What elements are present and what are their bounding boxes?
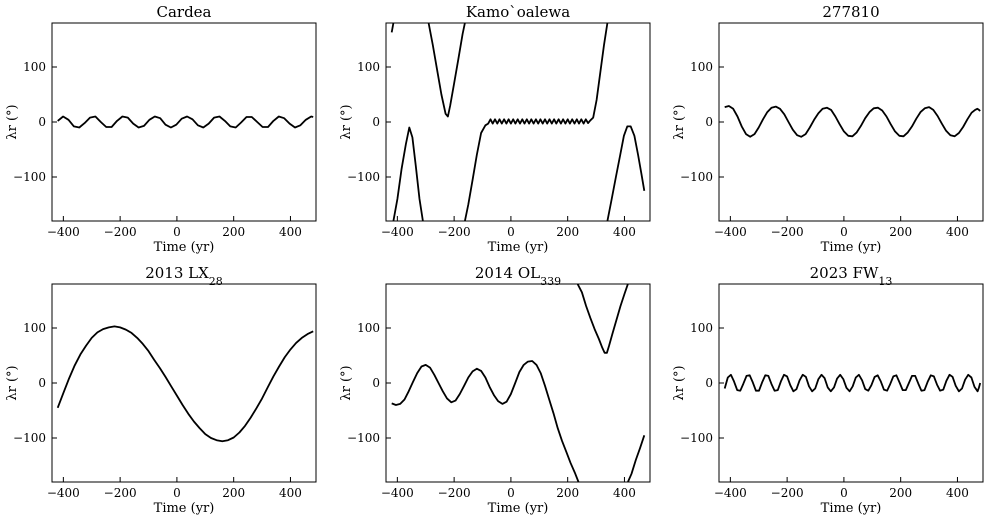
x-tick-label: −200 [104,486,137,500]
series-line-1 [390,23,395,33]
subplot-1: −400 −200 0 200 400 −100 0 100 Cardea Time (yr) λr… [5,3,317,255]
x-tick-label: 0 [507,225,515,239]
x-axis-label: Time (yr) [488,240,549,255]
y-axis-label: λr (°) [5,365,20,400]
x-axis-label: Time (yr) [154,501,215,516]
plot-frame [385,283,651,483]
x-tick-label: 0 [173,225,181,239]
series-line-2 [392,126,424,221]
series-line-3 [627,435,646,482]
x-tick-label: −200 [438,486,471,500]
y-tick-label: 0 [705,376,713,390]
x-tick-label: 200 [889,486,912,500]
x-tick-label: −400 [714,486,747,500]
x-tick-label: 0 [173,486,181,500]
x-axis-label: Time (yr) [821,501,882,516]
plot-frame [385,22,651,222]
x-tick-label: −400 [381,486,414,500]
chart-title: 2013 LX28 [145,264,223,288]
y-tick-label: −100 [680,431,713,445]
y-tick-label: 100 [23,60,46,74]
x-tick-label: −200 [771,486,804,500]
series-line-1 [57,115,314,129]
x-tick-label: −200 [771,225,804,239]
x-tick-label: 0 [840,225,848,239]
series-line-3 [427,23,466,118]
chart-title: 2014 OL339 [475,264,561,288]
y-tick-label: −100 [13,170,46,184]
y-axis-label: λr (°) [672,104,687,139]
y-tick-label: 100 [357,60,380,74]
x-axis-label: Time (yr) [488,501,549,516]
x-tick-label: 400 [279,486,302,500]
x-tick-label: −200 [438,225,471,239]
chart-title-subscript: 339 [540,275,561,288]
plot-frame [51,283,317,483]
x-axis-label: Time (yr) [154,240,215,255]
chart-title: 2023 FW13 [810,264,893,288]
subplot-2: −400 −200 0 200 400 −100 0 100 Kamo`oalewa Time (… [339,3,651,255]
y-axis-label: λr (°) [339,104,354,139]
x-tick-label: 200 [222,486,245,500]
y-axis-label: λr (°) [5,104,20,139]
y-tick-label: −100 [347,170,380,184]
y-tick-label: 100 [690,60,713,74]
y-tick-label: 0 [372,115,380,129]
x-tick-label: 200 [556,225,579,239]
chart-title: Kamo`oalewa [466,3,570,21]
chart-title-subscript: 28 [209,275,223,288]
plot-frame [718,22,984,222]
y-tick-label: 0 [38,376,46,390]
x-tick-label: −400 [714,225,747,239]
x-tick-label: 400 [613,225,636,239]
x-tick-label: −400 [47,486,80,500]
x-tick-label: 400 [279,225,302,239]
y-tick-label: 0 [372,376,380,390]
x-tick-label: 200 [222,225,245,239]
x-axis-label: Time (yr) [821,240,882,255]
y-tick-label: 0 [705,115,713,129]
y-axis-label: λr (°) [672,365,687,400]
x-tick-label: 400 [946,225,969,239]
x-tick-label: −200 [104,225,137,239]
x-tick-label: 400 [946,486,969,500]
x-tick-label: −400 [47,225,80,239]
subplot-4: −400 −200 0 200 400 −100 0 100 2013 LX28 Time (yr… [5,264,317,516]
y-tick-label: 100 [357,321,380,335]
x-tick-label: 200 [556,486,579,500]
y-tick-label: 100 [690,321,713,335]
subplot-6: −400 −200 0 200 400 −100 0 100 2023 FW13 Time (yr… [672,264,984,516]
y-tick-label: −100 [13,431,46,445]
y-tick-label: 0 [38,115,46,129]
x-tick-label: 200 [889,225,912,239]
y-tick-label: 100 [23,321,46,335]
series-line-1 [391,360,580,482]
series-line-1 [724,105,981,138]
chart-title: 277810 [822,3,879,21]
subplot-5: −400 −200 0 200 400 −100 0 100 2014 OL339 Time (y… [339,264,651,516]
y-axis-label: λr (°) [339,365,354,400]
chart-title: Cardea [156,3,211,21]
plot-frame [718,283,984,483]
plot-frame [51,22,317,222]
x-tick-label: −400 [381,225,414,239]
series-line-4 [464,23,609,221]
series-line-5 [606,125,646,221]
y-tick-label: −100 [347,431,380,445]
subplot-3: −400 −200 0 200 400 −100 0 100 277810 Time (yr) λr… [672,3,984,255]
series-line-1 [56,325,314,443]
chart-title-subscript: 13 [878,275,892,288]
x-tick-label: 400 [613,486,636,500]
series-line-1 [723,373,982,393]
x-tick-label: 0 [507,486,515,500]
y-tick-label: −100 [680,170,713,184]
x-tick-label: 0 [840,486,848,500]
series-line-2 [576,284,629,354]
